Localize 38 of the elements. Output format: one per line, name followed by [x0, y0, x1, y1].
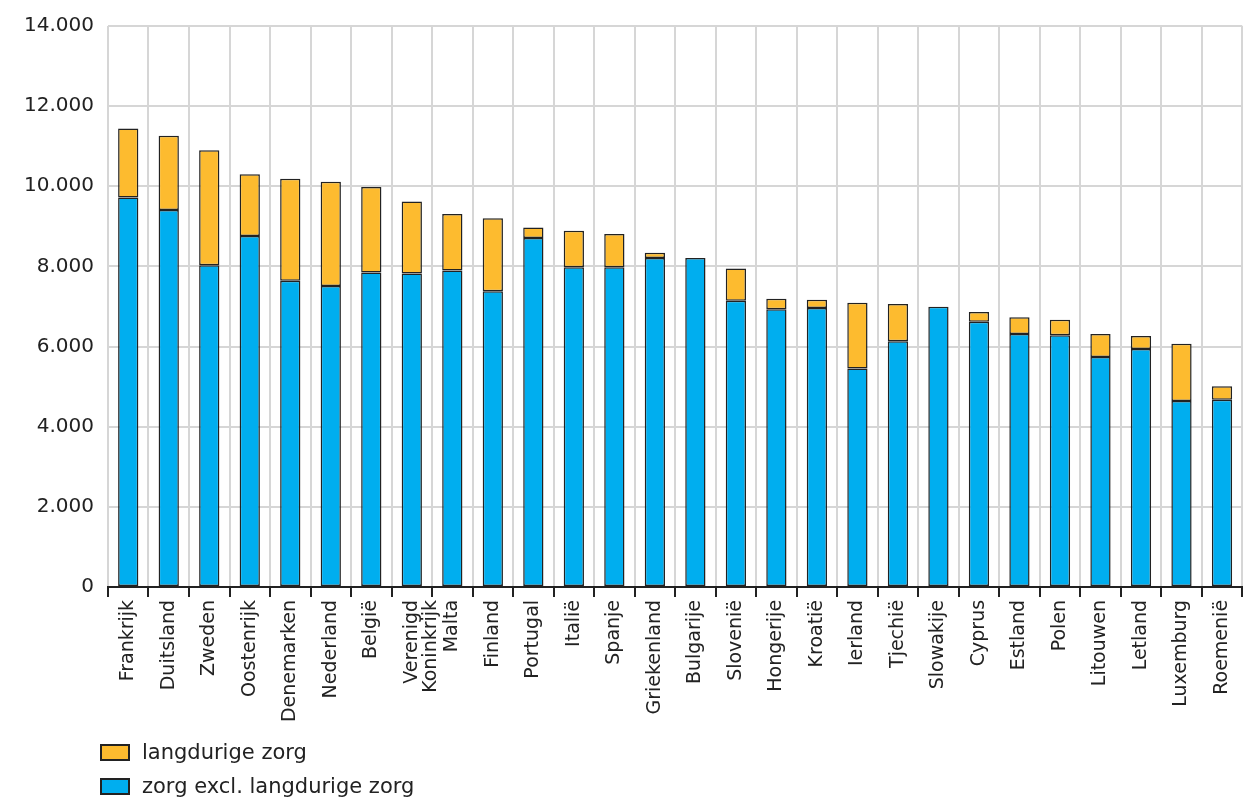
x-tick-label: Portugal — [520, 599, 543, 679]
x-tick-label: Luxemburg — [1168, 599, 1191, 707]
y-tick-label: 4.000 — [36, 412, 94, 437]
legend-label: zorg excl. langdurige zorg — [142, 774, 415, 798]
x-tick-label: Finland — [479, 599, 502, 668]
x-tick-label: Griekenland — [641, 599, 664, 715]
legend-label: langdurige zorg — [142, 740, 307, 764]
y-tick-label: 2.000 — [36, 493, 94, 517]
x-tick-label: Slovenië — [722, 599, 745, 681]
x-tick-label: Hongerije — [763, 599, 786, 692]
x-tick-label: Bulgarije — [682, 599, 705, 685]
x-tick-label: Ierland — [844, 599, 867, 667]
x-tick-label: Spanje — [601, 599, 624, 665]
x-tick-label: Oostenrijk — [236, 599, 259, 697]
x-tick-label: Verenigd Koninkrijk — [398, 599, 440, 693]
x-tick-label: Slowakije — [925, 599, 948, 690]
x-tick-label: Zweden — [196, 599, 219, 676]
y-tick-label: 8.000 — [36, 252, 94, 277]
x-tick-label: Litouwen — [1087, 599, 1110, 687]
x-tick-label: Nederland — [317, 599, 340, 699]
y-tick-label: 10.000 — [24, 172, 94, 197]
x-tick-label: Roemenië — [1208, 599, 1231, 695]
y-tick-label: 12.000 — [24, 92, 94, 117]
x-tick-label: Duitsland — [155, 599, 178, 691]
x-tick-label: Denemarken — [277, 599, 300, 723]
x-tick-label: Polen — [1046, 599, 1069, 652]
y-tick-label: 14.000 — [24, 12, 94, 37]
x-tick-label: Tjechië — [884, 599, 907, 669]
x-tick-label: Italië — [560, 599, 583, 647]
x-tick-label: Letland — [1127, 599, 1150, 671]
x-tick-label: Frankrijk — [115, 599, 138, 682]
x-tick-label: België — [358, 599, 381, 659]
y-tick-label: 0 — [81, 573, 94, 598]
x-tick-label: Kroatië — [803, 599, 826, 668]
y-tick-label: 6.000 — [36, 332, 94, 357]
x-tick-label: Malta — [439, 599, 462, 653]
x-tick-label: Cyprus — [965, 599, 988, 667]
x-tick-label: Estland — [1006, 599, 1029, 671]
